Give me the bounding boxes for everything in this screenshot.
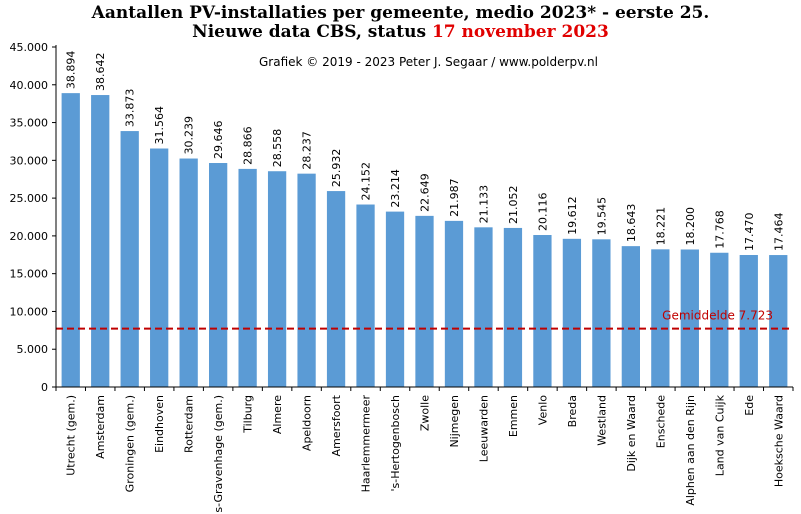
category-label-21: Enschede: [654, 395, 667, 448]
bar-9: [297, 173, 316, 387]
category-label-15: Leeuwarden: [477, 395, 490, 462]
category-label-24: Ede: [743, 395, 756, 416]
value-label-6: 29.646: [212, 121, 225, 160]
bar-21: [651, 249, 670, 387]
value-label-18: 19.612: [566, 196, 579, 235]
value-label-2: 38.642: [94, 53, 107, 92]
value-label-13: 22.649: [419, 173, 432, 212]
bar-20: [621, 246, 640, 387]
bar-18: [562, 238, 582, 387]
bar-4: [150, 148, 169, 387]
value-label-9: 28.237: [301, 131, 314, 170]
bar-13: [415, 215, 434, 387]
bar-2: [91, 95, 110, 388]
category-label-19: Westland: [595, 395, 608, 446]
chart-title-status: Nieuwe data CBS, status: [192, 22, 432, 42]
bar-22: [680, 249, 699, 387]
bar-16: [503, 227, 523, 387]
value-label-20: 18.643: [625, 204, 638, 243]
category-label-1: Utrecht (gem.): [65, 395, 78, 476]
value-label-14: 21.987: [448, 178, 461, 217]
bar-23: [710, 252, 729, 387]
value-label-10: 25.932: [330, 149, 343, 188]
value-label-7: 28.866: [242, 126, 255, 165]
bar-19: [592, 239, 611, 387]
category-label-10: Amersfoort: [330, 394, 343, 456]
category-label-23: Land van Cuijk: [713, 394, 726, 476]
category-label-2: Amsterdam: [94, 395, 107, 459]
value-label-15: 21.133: [477, 185, 490, 224]
category-label-13: Zwolle: [419, 395, 432, 431]
y-tick-label-3: 15.000: [10, 268, 49, 281]
category-label-20: Dijk en Waard: [625, 395, 638, 472]
value-label-8: 28.558: [271, 129, 284, 168]
y-tick-label-7: 35.000: [10, 117, 49, 130]
chart-title-date: 17 november 2023: [431, 22, 609, 42]
category-label-16: Emmen: [507, 395, 520, 437]
category-label-25: Hoeksche Waard: [772, 395, 785, 487]
bar-17: [533, 235, 552, 387]
chart-title-line1: Aantallen PV-installaties per gemeente, …: [91, 3, 710, 23]
category-label-11: Haarlemmermeer: [360, 395, 373, 493]
category-label-12: 's-Hertogenbosch: [389, 395, 402, 492]
value-label-19: 19.545: [595, 197, 608, 236]
value-label-3: 33.873: [124, 89, 137, 128]
category-label-22: Alphen aan den Rijn: [684, 395, 697, 506]
bar-1: [61, 93, 80, 388]
y-tick-label-4: 20.000: [10, 230, 49, 243]
category-label-17: Venlo: [536, 395, 549, 425]
bar-14: [444, 220, 464, 387]
value-label-21: 18.221: [654, 207, 667, 246]
bar-25: [769, 255, 788, 387]
category-label-4: Eindhoven: [153, 395, 166, 453]
bar-5: [179, 158, 198, 387]
value-label-25: 17.464: [772, 213, 785, 252]
chart-credit: Grafiek © 2019 - 2023 Peter J. Segaar / …: [259, 55, 598, 69]
bar-6: [209, 163, 228, 387]
value-label-23: 17.768: [713, 210, 726, 249]
category-label-5: Rotterdam: [183, 395, 196, 453]
chart-title-line2: Nieuwe data CBS, status 17 november 2023: [0, 22, 801, 42]
bar-3: [120, 131, 139, 387]
y-tick-label-1: 5.000: [17, 343, 49, 356]
category-label-7: Tilburg: [242, 395, 255, 434]
value-label-24: 17.470: [743, 213, 756, 252]
category-label-8: Almere: [271, 395, 284, 434]
value-label-1: 38.894: [65, 51, 78, 90]
bar-11: [356, 204, 375, 387]
value-label-16: 21.052: [507, 185, 520, 224]
y-tick-label-5: 25.000: [10, 192, 49, 205]
bar-15: [474, 227, 493, 387]
bar-8: [267, 171, 287, 387]
category-label-6: s-Gravenhage (gem.): [212, 395, 225, 513]
category-label-18: Breda: [566, 395, 579, 427]
value-label-11: 24.152: [360, 162, 373, 201]
category-label-9: Apeldoorn: [301, 395, 314, 451]
category-label-14: Nijmegen: [448, 395, 461, 448]
y-tick-label-0: 0: [41, 381, 48, 394]
category-label-3: Groningen (gem.): [124, 395, 137, 492]
y-tick-label-8: 40.000: [10, 79, 49, 92]
bar-10: [326, 191, 346, 387]
value-label-5: 30.239: [183, 116, 196, 155]
value-label-17: 20.116: [536, 193, 549, 232]
value-label-12: 23.214: [389, 169, 402, 208]
y-tick-label-6: 30.000: [10, 154, 49, 167]
value-label-4: 31.564: [153, 106, 166, 145]
average-label: Gemiddelde 7.723: [662, 309, 773, 323]
y-tick-label-2: 10.000: [10, 305, 49, 318]
y-tick-label-9: 45.000: [10, 41, 49, 54]
bar-7: [238, 168, 257, 387]
bar-24: [739, 255, 758, 387]
bar-12: [385, 211, 405, 387]
value-label-22: 18.200: [684, 207, 697, 246]
